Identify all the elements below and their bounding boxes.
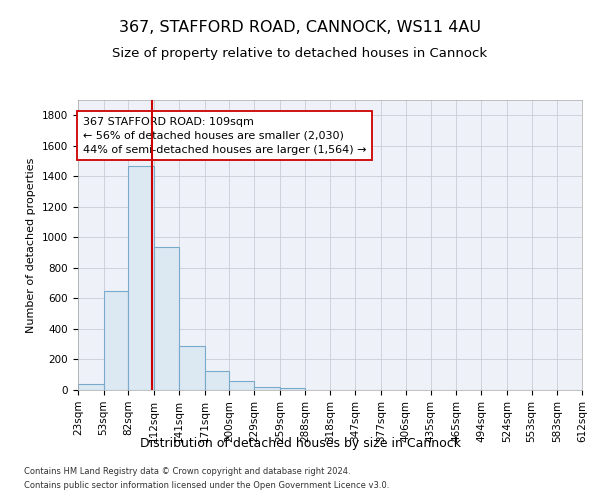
Text: 367 STAFFORD ROAD: 109sqm
← 56% of detached houses are smaller (2,030)
44% of se: 367 STAFFORD ROAD: 109sqm ← 56% of detac…: [83, 117, 367, 155]
Text: Contains HM Land Registry data © Crown copyright and database right 2024.: Contains HM Land Registry data © Crown c…: [24, 467, 350, 476]
Text: 367, STAFFORD ROAD, CANNOCK, WS11 4AU: 367, STAFFORD ROAD, CANNOCK, WS11 4AU: [119, 20, 481, 35]
Bar: [104, 291, 128, 390]
Bar: [154, 248, 179, 390]
Bar: [78, 384, 104, 390]
Text: Distribution of detached houses by size in Cannock: Distribution of detached houses by size …: [139, 438, 461, 450]
Bar: [128, 166, 154, 390]
Bar: [205, 371, 229, 390]
Bar: [280, 388, 305, 390]
Y-axis label: Number of detached properties: Number of detached properties: [26, 158, 37, 332]
Text: Size of property relative to detached houses in Cannock: Size of property relative to detached ho…: [112, 48, 488, 60]
Bar: [229, 381, 254, 390]
Bar: [254, 386, 280, 390]
Bar: [179, 346, 205, 390]
Text: Contains public sector information licensed under the Open Government Licence v3: Contains public sector information licen…: [24, 481, 389, 490]
